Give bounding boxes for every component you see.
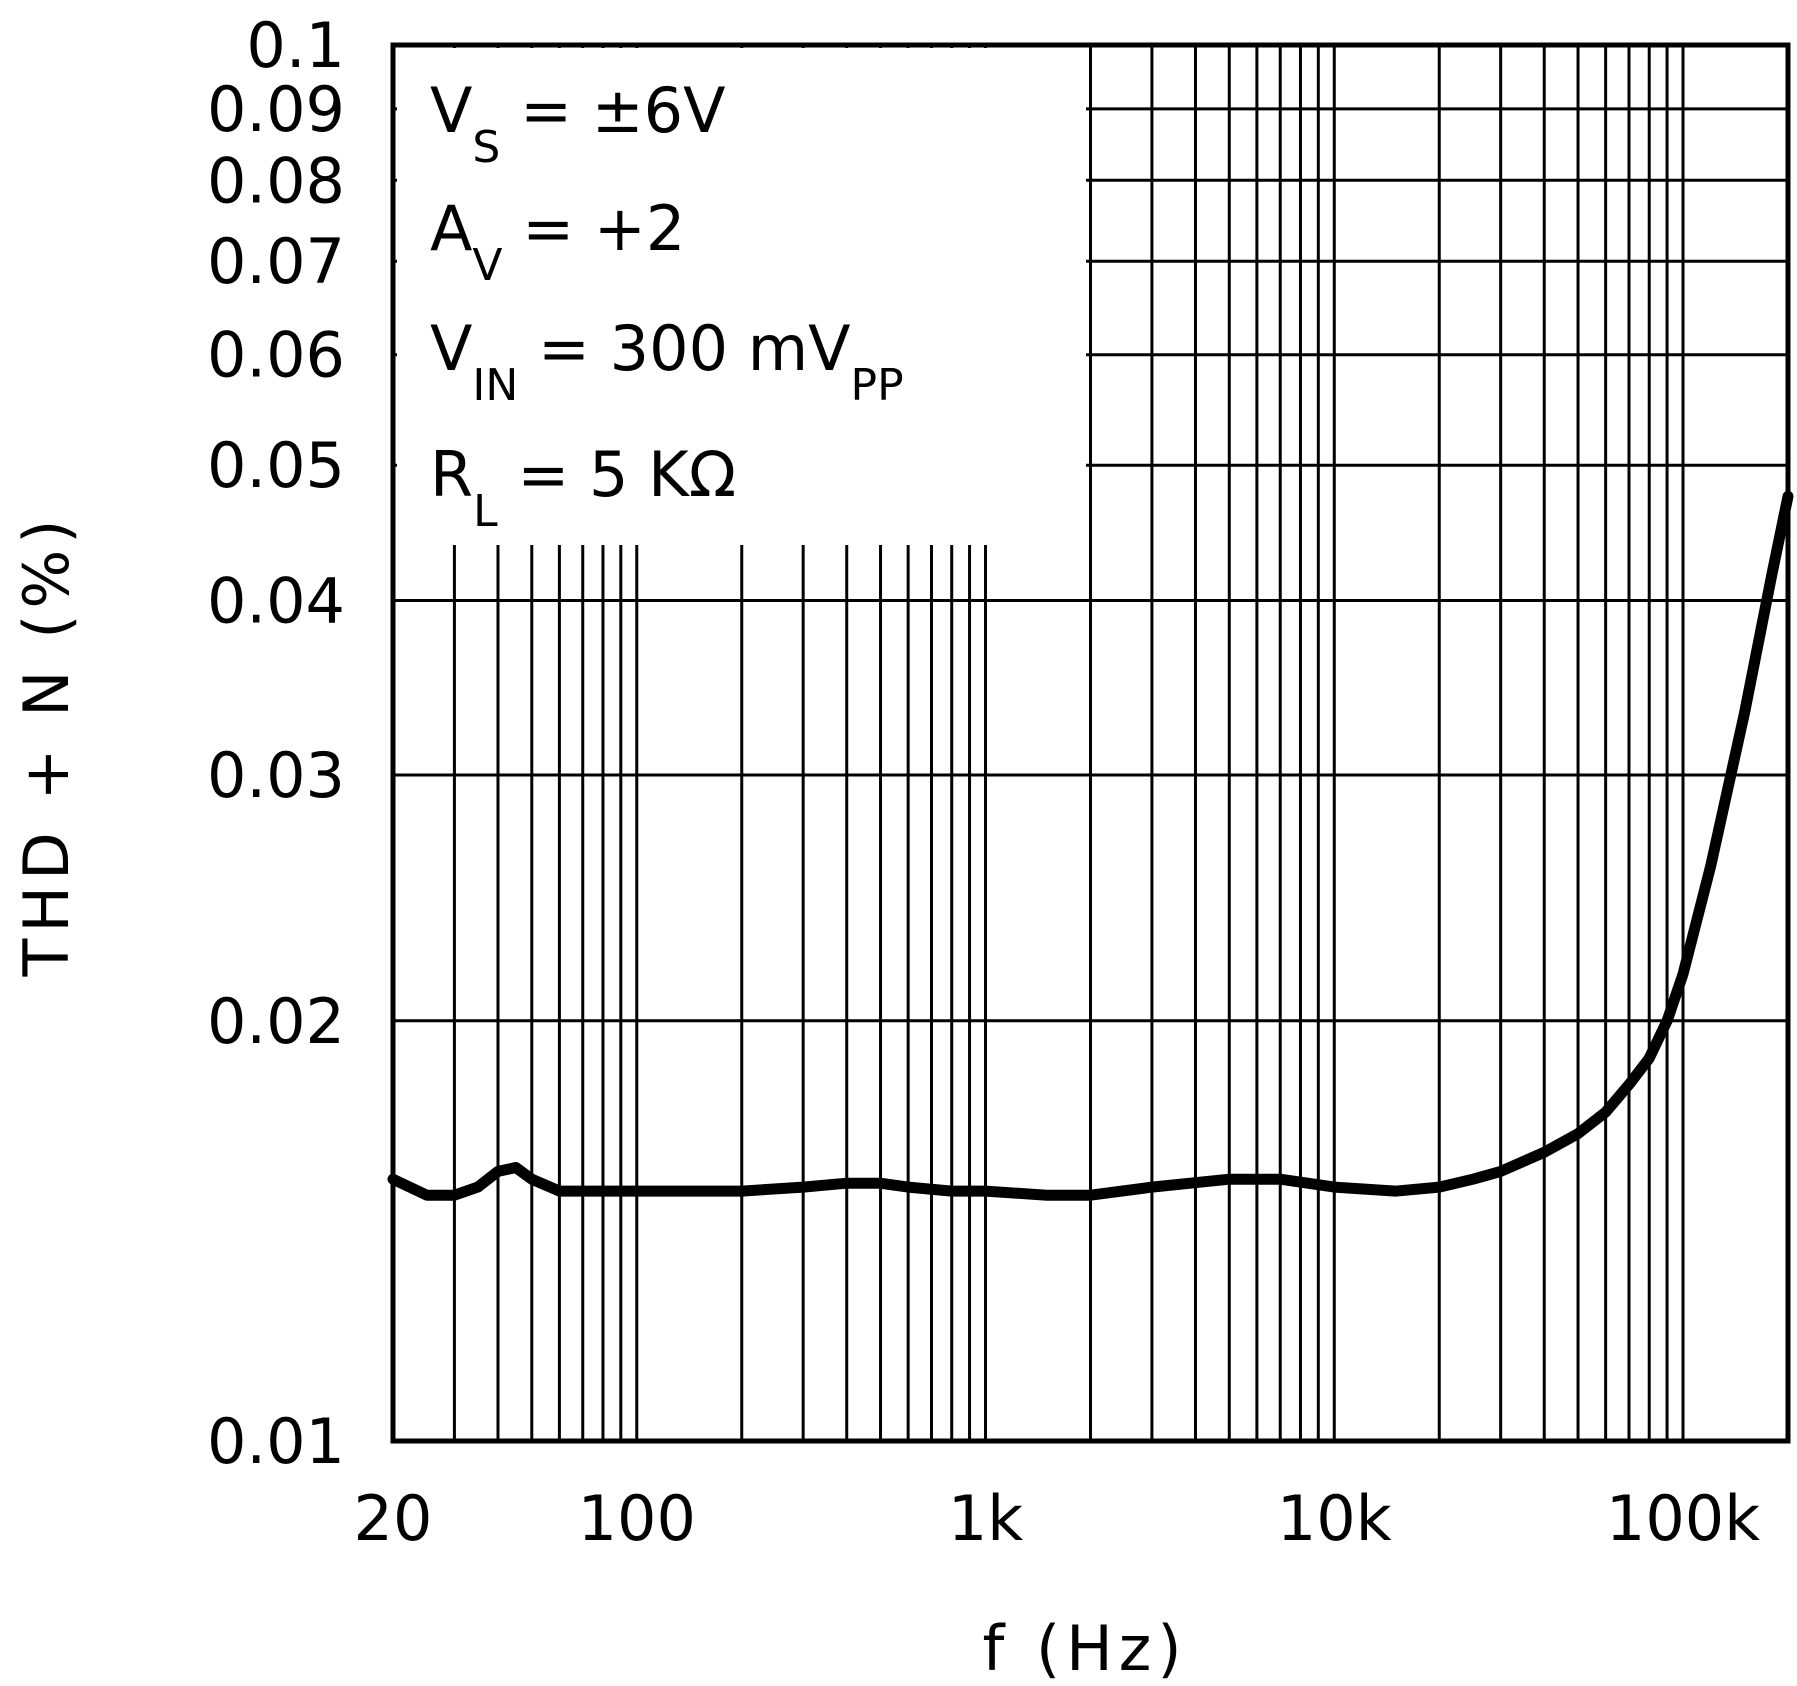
annotation-symbol: V (430, 312, 472, 385)
y-tick-label: 0.04 (207, 565, 345, 638)
y-axis-label: THD + N (%) (10, 514, 83, 978)
series-line-thd (387, 490, 1794, 1201)
plot-area (387, 42, 1794, 1444)
annotation-line: AV = +2 (430, 192, 685, 291)
annotation-subscript: S (472, 122, 500, 173)
y-tick-label: 0.05 (207, 429, 345, 502)
annotation-subscript: IN (472, 360, 518, 411)
annotation-line: VIN = 300 mVPP (430, 312, 904, 411)
y-tick-label: 0.1 (246, 9, 345, 82)
annotation-value: = 5 KΩ (498, 438, 737, 511)
annotation-subscript: L (473, 486, 498, 537)
annotation-line: VS = ±6V (430, 74, 726, 173)
annotation-symbol: A (430, 192, 472, 265)
x-tick-label: 10k (1277, 1482, 1392, 1555)
annotation-symbol: R (430, 438, 473, 511)
x-axis-label: f (Hz) (982, 1612, 1187, 1685)
plot-frame (390, 42, 1791, 1444)
annotation-subscript: PP (851, 360, 904, 411)
annotation-symbol: V (430, 74, 472, 147)
x-tick-label: 100k (1606, 1482, 1760, 1555)
y-tick-label: 0.03 (207, 739, 345, 812)
y-tick-label: 0.01 (207, 1405, 345, 1478)
y-tick-label: 0.06 (207, 319, 345, 392)
annotation-box (397, 48, 1086, 545)
annotation-value: = +2 (503, 192, 686, 265)
annotation-value: = ±6V (500, 74, 725, 147)
x-tick-label: 100 (578, 1482, 696, 1555)
y-tick-label: 0.02 (207, 985, 345, 1058)
x-tick-label: 20 (354, 1482, 433, 1555)
x-tick-label: 1k (948, 1482, 1023, 1555)
y-tick-label: 0.08 (207, 144, 345, 217)
annotation-line: RL = 5 KΩ (430, 438, 736, 537)
y-tick-label: 0.09 (207, 73, 345, 146)
annotation-subscript: V (472, 240, 502, 291)
y-tick-label: 0.07 (207, 225, 345, 298)
annotation-value: = 300 mV (518, 312, 850, 385)
tick-labels: 20 100 1k 10k 100k 0.01 0.02 0.03 0.04 0.05 0.06 0.… (207, 9, 1760, 1555)
